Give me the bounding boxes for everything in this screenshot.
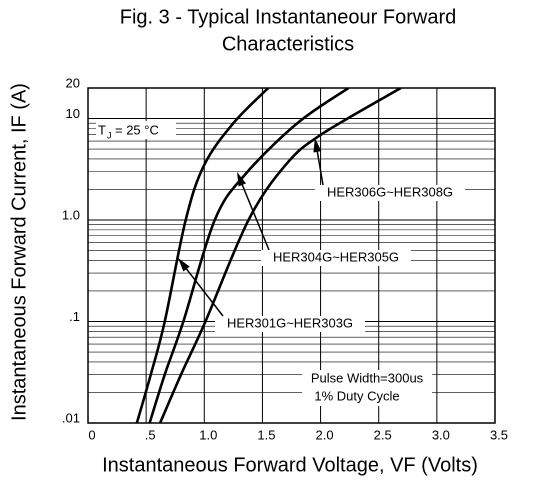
annotation: Pulse Width=300us bbox=[311, 370, 424, 385]
annotation: 1% Duty Cycle bbox=[314, 388, 399, 403]
x-tick-label: 1.0 bbox=[199, 427, 217, 442]
plot-frame bbox=[87, 87, 496, 424]
series-line bbox=[158, 88, 402, 423]
x-axis-label: Instantaneous Forward Voltage, VF (Volts… bbox=[102, 454, 478, 476]
x-tick-label: 3.0 bbox=[432, 427, 450, 442]
x-tick-label: .5 bbox=[145, 427, 156, 442]
x-tick-label: 1.5 bbox=[257, 427, 275, 442]
x-tick-label: 2.5 bbox=[374, 427, 392, 442]
y-axis-label: Instantaneous Forward Current, IF (A) bbox=[8, 83, 30, 421]
chart-title: Characteristics bbox=[222, 33, 354, 55]
annotation-bg bbox=[96, 121, 176, 139]
x-tick-label: 0 bbox=[88, 427, 95, 442]
label-bg bbox=[261, 250, 411, 266]
label-bg bbox=[215, 316, 365, 332]
y-tick-label: 20 bbox=[66, 75, 80, 90]
arrow-head bbox=[313, 138, 322, 153]
arrow-head bbox=[178, 258, 190, 272]
series-line bbox=[135, 88, 270, 423]
y-tick-label: .01 bbox=[62, 410, 80, 425]
annotation: = 25 °C bbox=[115, 122, 159, 137]
annotation-bg bbox=[302, 370, 432, 406]
series-line bbox=[148, 88, 350, 423]
series-label: HER306G~HER308G bbox=[327, 184, 453, 199]
chart-title: Fig. 3 - Typical Instantaneour Forward bbox=[120, 6, 456, 28]
arrow-shaft bbox=[183, 265, 224, 317]
annotation: T bbox=[98, 122, 106, 137]
annotation: J bbox=[107, 130, 112, 140]
arrow-shaft bbox=[315, 147, 324, 186]
y-tick-label: .1 bbox=[69, 309, 80, 324]
arrow-head bbox=[237, 172, 247, 187]
label-bg bbox=[315, 185, 465, 201]
series-label: HER304G~HER305G bbox=[273, 249, 399, 264]
y-tick-label: 10 bbox=[66, 106, 80, 121]
x-tick-label: 3.5 bbox=[490, 427, 508, 442]
series-label: HER301G~HER303G bbox=[227, 315, 353, 330]
arrow-shaft bbox=[240, 180, 270, 251]
x-tick-label: 2.0 bbox=[316, 427, 334, 442]
y-tick-label: 1.0 bbox=[62, 207, 80, 222]
